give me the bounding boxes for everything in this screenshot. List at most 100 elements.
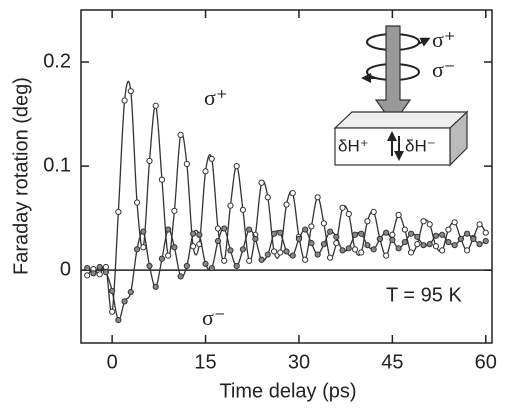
data-point (165, 226, 172, 233)
data-point (214, 225, 222, 232)
data-point (364, 242, 371, 249)
data-point (308, 223, 315, 230)
data-point (339, 247, 346, 254)
inset: δH⁺ δH⁻ σ⁺ σ⁻ (333, 25, 469, 167)
data-point (133, 199, 141, 206)
inset-label: σ⁻ (432, 57, 455, 82)
data-point (395, 211, 402, 219)
data-point (345, 245, 352, 252)
data-point (358, 230, 365, 237)
data-point (457, 235, 464, 243)
data-point (326, 254, 334, 261)
data-point (476, 241, 483, 248)
arrowhead (417, 37, 431, 47)
data-point (102, 269, 110, 276)
data-point (146, 157, 153, 164)
x-tick-label: 30 (288, 351, 310, 373)
data-point (239, 246, 247, 253)
data-point (364, 218, 371, 225)
y-axis-label: Faraday rotation (deg) (10, 77, 32, 275)
data-point (165, 252, 172, 259)
x-axis-label: Time delay (ps) (219, 380, 356, 402)
x-tick-label: 15 (194, 351, 216, 373)
data-point (239, 206, 247, 213)
data-point (96, 271, 103, 278)
data-point (383, 252, 390, 259)
data-point (351, 231, 359, 238)
x-tick-label: 45 (381, 351, 403, 373)
series-label: σ⁺ (204, 85, 227, 110)
data-point (445, 226, 452, 233)
inset-label: σ⁺ (432, 27, 455, 52)
data-point (158, 255, 166, 262)
x-tick-label: 60 (475, 351, 497, 373)
data-point (320, 220, 327, 227)
data-point (202, 260, 209, 268)
data-point (414, 233, 421, 240)
data-point (233, 262, 240, 270)
data-point (283, 201, 290, 208)
data-point (451, 219, 458, 226)
data-point (401, 226, 408, 233)
data-point (333, 233, 340, 240)
y-tick-label: 0 (60, 258, 71, 280)
data-point (351, 246, 359, 253)
data-point (289, 252, 296, 259)
data-point (115, 317, 122, 324)
data-point (227, 247, 234, 254)
data-point (445, 238, 452, 246)
data-point (127, 288, 134, 296)
data-point (221, 257, 228, 264)
data-point (158, 176, 166, 183)
data-point (339, 204, 346, 211)
temperature-label: T = 95 K (386, 284, 462, 306)
data-point (84, 272, 91, 279)
data-point (140, 228, 147, 235)
data-point (302, 226, 309, 233)
data-point (277, 229, 284, 236)
data-point (140, 244, 147, 251)
y-tick-label: 0.2 (43, 50, 71, 72)
data-point (96, 263, 103, 271)
data-point (320, 241, 327, 248)
data-point (171, 207, 178, 214)
data-point (109, 287, 116, 295)
data-point (202, 168, 209, 175)
data-point (389, 236, 396, 244)
data-point (463, 230, 471, 237)
data-point (345, 210, 352, 218)
light-arrow (374, 25, 412, 126)
data-point (258, 179, 265, 186)
data-point (470, 235, 477, 243)
data-point (426, 241, 433, 248)
data-point (246, 257, 253, 264)
series-label: σ⁻ (202, 305, 225, 330)
plot-area (84, 80, 489, 324)
data-point (115, 208, 122, 215)
data-point (326, 228, 334, 235)
data-point (84, 264, 91, 272)
data-point (370, 246, 377, 253)
data-point (146, 262, 153, 270)
field-label: δH⁺ (338, 136, 369, 155)
data-point (208, 264, 215, 272)
data-point (439, 231, 446, 238)
data-point (90, 270, 97, 277)
data-point (451, 242, 458, 249)
y-tick-label: 0.1 (43, 154, 71, 176)
data-point (252, 235, 259, 243)
data-point (246, 226, 253, 233)
data-point (407, 230, 415, 237)
data-point (432, 243, 440, 250)
data-point (264, 251, 271, 258)
data-point (439, 247, 446, 254)
data-point (121, 97, 128, 104)
data-point (189, 230, 197, 237)
data-point (177, 273, 184, 280)
data-point (109, 308, 116, 315)
data-point (482, 229, 489, 236)
data-point (121, 298, 128, 305)
data-point (420, 218, 427, 225)
data-point (289, 190, 296, 197)
